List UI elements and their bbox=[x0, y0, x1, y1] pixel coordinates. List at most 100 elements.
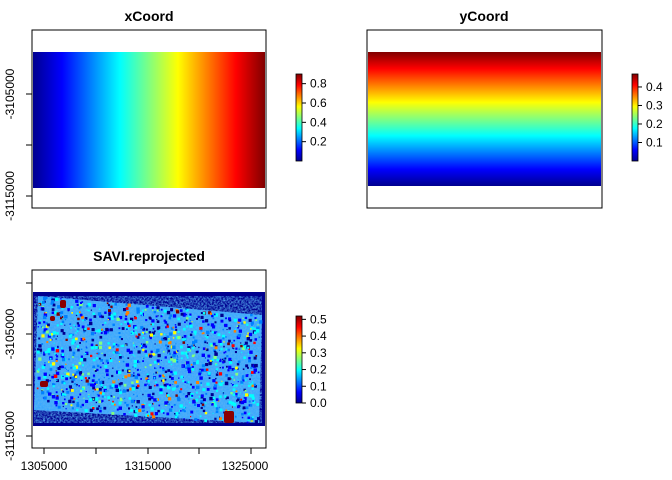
raster-speck bbox=[142, 337, 145, 339]
raster-speck bbox=[61, 347, 63, 350]
raster-speck bbox=[153, 377, 156, 379]
raster-speck bbox=[64, 367, 66, 369]
raster-speck bbox=[110, 358, 112, 360]
raster-speck bbox=[156, 319, 158, 320]
raster-speck bbox=[61, 380, 65, 384]
raster-speck bbox=[45, 322, 48, 325]
raster-speck bbox=[177, 356, 179, 358]
raster-speck bbox=[226, 396, 229, 399]
raster-speck bbox=[177, 322, 181, 326]
raster-speck bbox=[228, 331, 230, 334]
raster-speck bbox=[78, 362, 82, 365]
raster-speck bbox=[247, 346, 250, 349]
raster-speck bbox=[204, 357, 206, 359]
raster-speck bbox=[71, 341, 74, 345]
raster-speck bbox=[43, 372, 47, 376]
raster-speck bbox=[222, 361, 225, 364]
raster-speck bbox=[44, 351, 47, 354]
raster-speck bbox=[109, 314, 113, 318]
raster-speck bbox=[176, 355, 178, 357]
raster-speck bbox=[220, 348, 223, 351]
raster-speck bbox=[243, 394, 245, 396]
raster-speck bbox=[176, 310, 180, 314]
raster-speck bbox=[245, 374, 249, 377]
raster-speck bbox=[70, 306, 74, 309]
raster-speck bbox=[65, 403, 68, 406]
raster-speck bbox=[107, 361, 109, 364]
raster-speck bbox=[214, 350, 216, 353]
raster-speck bbox=[79, 393, 82, 396]
raster-speck bbox=[123, 413, 126, 416]
raster-speck bbox=[65, 363, 67, 365]
raster-speck bbox=[130, 331, 135, 335]
raster-speck bbox=[206, 382, 210, 386]
raster-speck bbox=[72, 373, 75, 376]
raster-fill bbox=[368, 52, 601, 186]
raster-speck bbox=[204, 419, 207, 422]
raster-speck bbox=[251, 363, 255, 367]
raster-speck bbox=[80, 348, 83, 350]
raster-speck bbox=[244, 379, 247, 381]
raster-speck bbox=[212, 379, 216, 383]
raster-speck bbox=[178, 377, 180, 379]
raster-speck bbox=[257, 417, 260, 421]
raster-speck bbox=[62, 375, 64, 378]
raster-speck bbox=[100, 386, 102, 388]
raster-speck bbox=[166, 385, 169, 388]
raster-speck bbox=[149, 333, 153, 337]
raster-speck bbox=[84, 352, 87, 355]
raster-speck bbox=[136, 400, 140, 404]
raster-speck bbox=[200, 312, 203, 314]
raster-speck bbox=[211, 358, 215, 362]
raster-speck bbox=[43, 375, 47, 379]
raster-speck bbox=[156, 383, 159, 387]
raster-speck bbox=[243, 344, 245, 346]
raster-speck bbox=[166, 335, 169, 338]
raster-speck bbox=[158, 331, 160, 333]
raster-speck bbox=[51, 297, 53, 299]
raster-speck bbox=[243, 397, 247, 401]
raster-speck bbox=[126, 328, 128, 330]
raster-speck bbox=[171, 406, 173, 408]
raster-speck bbox=[138, 333, 141, 336]
raster-speck bbox=[140, 378, 142, 380]
raster-speck bbox=[205, 392, 208, 395]
raster-speck bbox=[120, 338, 123, 341]
raster-speck bbox=[74, 365, 78, 369]
raster-speck bbox=[240, 380, 244, 384]
raster-speck bbox=[144, 333, 146, 335]
raster-speck bbox=[180, 309, 183, 312]
raster-speck bbox=[189, 313, 192, 316]
raster-speck bbox=[242, 317, 244, 319]
raster-speck bbox=[76, 345, 79, 348]
raster-speck bbox=[95, 397, 99, 401]
raster-speck bbox=[164, 374, 166, 376]
raster-speck bbox=[55, 391, 58, 394]
raster-speck bbox=[57, 305, 61, 309]
raster-speck bbox=[104, 365, 108, 368]
raster-speck bbox=[227, 369, 230, 372]
raster-speck bbox=[235, 384, 238, 387]
raster-speck bbox=[219, 342, 223, 346]
raster-speck bbox=[55, 371, 60, 376]
raster-speck bbox=[80, 376, 84, 380]
raster-speck bbox=[60, 316, 64, 320]
raster-speck bbox=[177, 416, 179, 419]
raster-speck bbox=[250, 366, 253, 369]
raster-speck bbox=[142, 409, 145, 412]
raster-speck bbox=[232, 347, 234, 349]
raster-speck bbox=[167, 349, 171, 353]
raster-speck bbox=[198, 372, 202, 376]
raster-speck bbox=[247, 366, 249, 369]
raster-speck bbox=[98, 345, 102, 350]
raster-speck bbox=[215, 377, 217, 380]
raster-speck bbox=[90, 383, 93, 387]
raster-speck bbox=[158, 309, 160, 311]
raster-speck bbox=[118, 361, 120, 363]
raster-speck bbox=[166, 412, 170, 416]
raster-speck bbox=[233, 379, 235, 381]
raster-speck bbox=[170, 327, 174, 330]
raster-speck bbox=[88, 304, 91, 307]
raster-speck bbox=[172, 345, 176, 349]
